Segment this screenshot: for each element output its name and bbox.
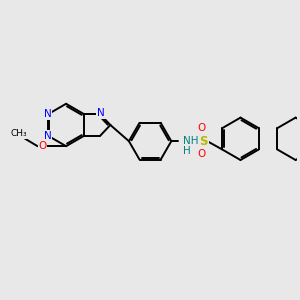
Text: N: N xyxy=(44,110,52,119)
Text: O: O xyxy=(198,149,206,159)
Text: O: O xyxy=(38,141,47,151)
Text: N: N xyxy=(44,130,52,141)
Text: S: S xyxy=(200,135,208,148)
Text: N: N xyxy=(97,108,105,118)
Text: NH: NH xyxy=(183,136,199,146)
Text: H: H xyxy=(183,146,191,157)
Text: CH₃: CH₃ xyxy=(11,129,27,138)
Text: O: O xyxy=(198,123,206,133)
